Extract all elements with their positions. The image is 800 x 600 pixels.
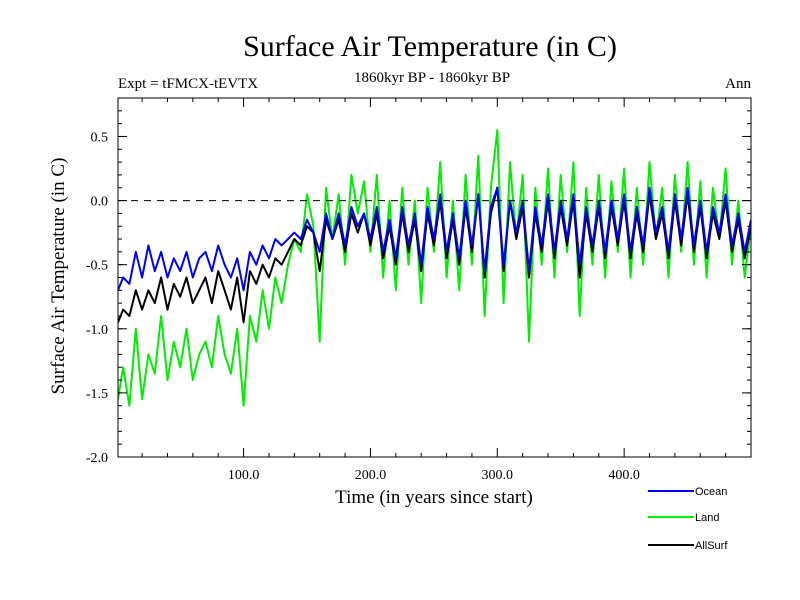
legend: Ocean Land AllSurf	[648, 486, 728, 552]
legend-label-allsurf: AllSurf	[695, 540, 728, 552]
experiment-label: Expt = tFMCX-tEVTX	[118, 76, 258, 92]
series-line-ocean	[118, 186, 751, 292]
plot-frame	[117, 97, 752, 458]
y-tick-label: -2.0	[86, 451, 108, 466]
x-tick-label: 100.0	[228, 468, 260, 483]
series-line-allsurf	[118, 186, 751, 324]
y-tick-label: -1.0	[86, 323, 108, 338]
period-label: 1860kyr BP - 1860kyr BP	[354, 70, 510, 86]
y-tick-label: -1.5	[86, 387, 108, 402]
x-tick-label: 200.0	[355, 468, 387, 483]
legend-label-ocean: Ocean	[695, 486, 727, 498]
x-axis-label: Time (in years since start)	[335, 487, 533, 508]
axes-layer: 0.5 0.0 -0.5 -1.0 -1.5 -2.0 100.0 200.0 300.0 400…	[86, 97, 752, 483]
y-tick-label: -0.5	[86, 259, 108, 274]
season-label: Ann	[725, 76, 751, 92]
chart-title: Surface Air Temperature (in C)	[243, 30, 617, 63]
y-tick-label: 0.5	[91, 130, 109, 145]
series-layer	[118, 129, 751, 407]
x-tick-label: 300.0	[482, 468, 514, 483]
x-tick-label: 400.0	[608, 468, 640, 483]
legend-label-land: Land	[695, 512, 719, 524]
y-tick-label: 0.0	[91, 195, 109, 210]
y-axis-label: Surface Air Temperature (in C)	[48, 158, 69, 395]
